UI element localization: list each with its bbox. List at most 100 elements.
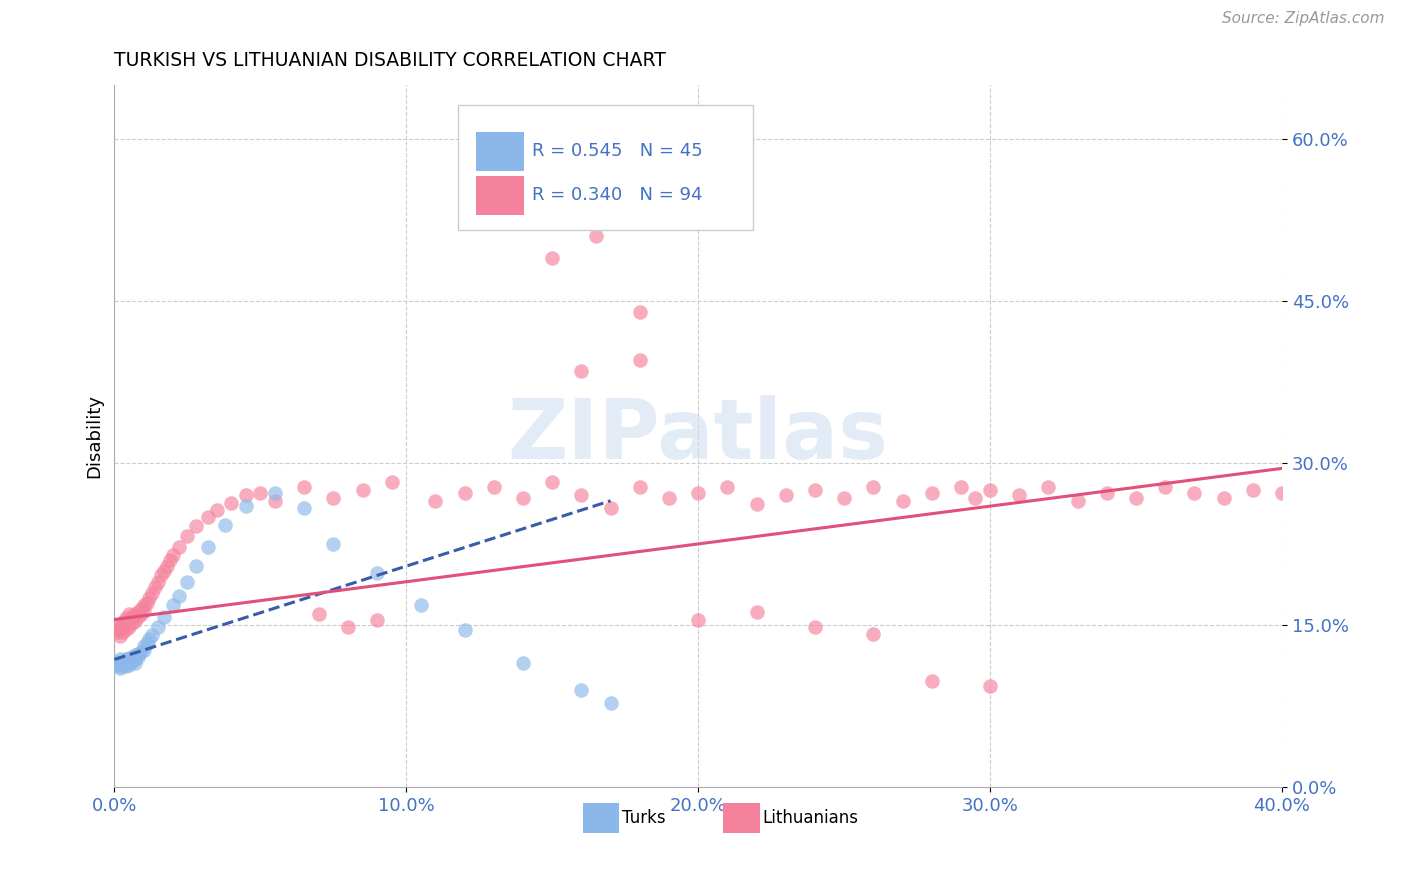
Point [804,483,827,497]
Point [453,486,475,500]
Point [891,493,914,508]
Point [197,540,219,554]
Point [599,696,621,710]
Point [1008,488,1031,502]
Point [322,491,344,505]
Point [115,622,138,636]
Point [105,620,128,634]
Point [862,480,884,494]
Point [132,642,155,657]
Point [366,566,388,580]
Point [453,624,475,638]
Point [105,655,128,669]
Point [135,636,157,650]
Point [292,501,315,516]
Point [1241,483,1264,497]
Point [197,510,219,524]
Point [571,488,593,502]
Point [138,591,160,605]
Point [1212,491,1234,505]
Point [124,614,146,628]
Point [235,499,257,513]
Point [159,553,181,567]
Point [127,647,149,661]
Point [127,650,149,665]
Point [585,229,607,244]
Point [121,650,143,665]
Point [628,480,651,494]
Point [138,632,160,646]
Point [571,682,593,697]
Point [1154,480,1177,494]
Point [127,610,149,624]
Point [132,599,155,613]
Point [745,497,768,511]
Point [1184,486,1206,500]
Point [118,607,141,621]
Point [249,486,271,500]
Point [336,620,359,634]
Point [110,659,132,673]
Point [121,654,143,668]
Point [129,601,152,615]
Point [921,673,943,688]
Point [599,501,621,516]
Point [381,475,404,490]
Point [804,620,827,634]
Point [112,615,135,629]
Point [965,491,987,505]
Point [141,585,163,599]
Point [141,627,163,641]
Point [482,186,505,200]
Point [1271,486,1294,500]
Text: TURKISH VS LITHUANIAN DISABILITY CORRELATION CHART: TURKISH VS LITHUANIAN DISABILITY CORRELA… [114,51,666,70]
Point [148,574,170,589]
Point [121,615,143,630]
Point [482,480,505,494]
Point [186,558,208,573]
Point [512,175,534,189]
Point [921,486,943,500]
Point [214,517,236,532]
Point [628,353,651,368]
Point [688,613,710,627]
Point [366,613,388,627]
Point [115,659,138,673]
Text: ZIPatlas: ZIPatlas [508,395,889,476]
Point [205,503,228,517]
Text: R = 0.340   N = 94: R = 0.340 N = 94 [531,186,703,204]
Point [162,548,184,562]
Point [409,599,432,613]
Point [112,657,135,672]
Point [512,491,534,505]
Point [127,605,149,619]
Point [541,251,564,265]
Point [832,491,855,505]
Point [322,537,344,551]
Point [105,625,128,640]
Point [186,518,208,533]
Point [110,629,132,643]
Point [115,616,138,631]
Point [124,607,146,621]
Point [292,480,315,494]
Point [115,652,138,666]
Point [129,607,152,621]
Point [745,605,768,619]
Point [949,480,972,494]
Point [658,491,681,505]
Point [112,655,135,669]
Point [118,655,141,669]
Point [121,610,143,624]
Point [132,604,155,618]
Point [235,488,257,502]
Point [153,610,176,624]
Point [264,486,287,500]
Point [105,657,128,672]
Point [541,475,564,490]
Point [110,622,132,636]
Point [352,483,374,497]
Point [264,493,287,508]
Y-axis label: Disability: Disability [86,394,103,478]
Point [219,496,242,510]
